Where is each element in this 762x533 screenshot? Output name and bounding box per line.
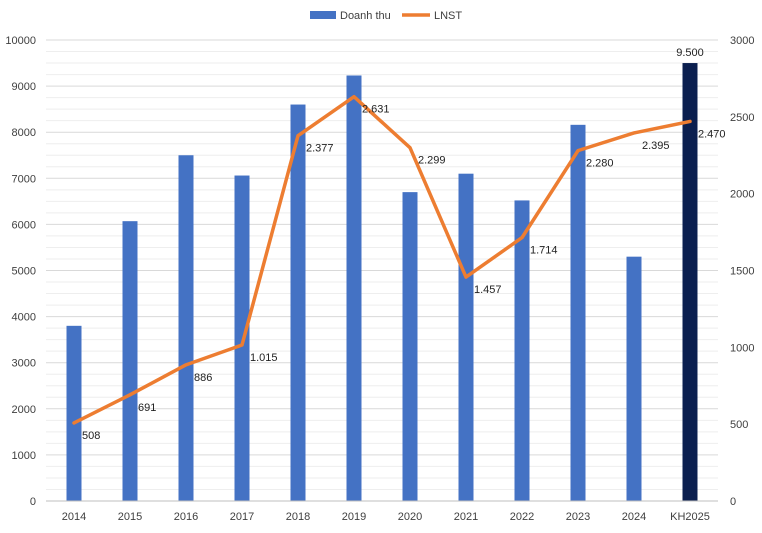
bar-doanh-thu bbox=[290, 104, 306, 501]
y-left-tick-label: 0 bbox=[30, 496, 36, 508]
y-right-tick-label: 3000 bbox=[730, 35, 754, 47]
y-left-tick-label: 2000 bbox=[12, 404, 36, 416]
x-tick-label: 2020 bbox=[398, 511, 422, 523]
line-data-label: 691 bbox=[138, 402, 156, 414]
line-data-label: 2.631 bbox=[362, 104, 390, 116]
line-point bbox=[296, 134, 300, 138]
x-tick-label: 2018 bbox=[286, 511, 310, 523]
line-point bbox=[352, 95, 356, 99]
bar-doanh-thu bbox=[402, 192, 418, 501]
x-tick-label: 2024 bbox=[622, 511, 646, 523]
y-right-tick-label: 1500 bbox=[730, 266, 754, 278]
y-right-tick-label: 2000 bbox=[730, 189, 754, 201]
line-point bbox=[240, 343, 244, 347]
line-lnst bbox=[72, 94, 692, 425]
bar-doanh-thu bbox=[682, 63, 698, 502]
line-data-label: 1.714 bbox=[530, 245, 558, 257]
x-tick-label: 2017 bbox=[230, 511, 254, 523]
y-right-tick-label: 0 bbox=[730, 496, 736, 508]
y-left-tick-label: 6000 bbox=[12, 219, 36, 231]
bar-doanh-thu bbox=[514, 200, 530, 502]
line-data-label: 508 bbox=[82, 430, 100, 442]
y-right-tick-label: 2500 bbox=[730, 112, 754, 124]
line-data-label: 2.299 bbox=[418, 155, 446, 167]
line-data-label: 2.395 bbox=[642, 140, 670, 152]
line-data-label: 886 bbox=[194, 372, 212, 384]
bar-doanh-thu bbox=[570, 124, 586, 501]
y-left-tick-label: 3000 bbox=[12, 358, 36, 370]
y-left-tick-label: 10000 bbox=[5, 35, 36, 47]
y-left-tick-label: 9000 bbox=[12, 81, 36, 93]
line-data-label: 1.457 bbox=[474, 284, 502, 296]
line-point bbox=[184, 363, 188, 367]
line-data-label: 2.470 bbox=[698, 128, 726, 140]
legend-label-doanh-thu: Doanh thu bbox=[340, 10, 391, 22]
bar-doanh-thu bbox=[626, 256, 642, 501]
legend-swatch-doanh-thu bbox=[310, 11, 336, 19]
line-point bbox=[576, 149, 580, 153]
y-left-tick-label: 8000 bbox=[12, 127, 36, 139]
line-data-label: 2.377 bbox=[306, 143, 334, 155]
bar-doanh-thu bbox=[66, 325, 82, 501]
x-tick-label: 2021 bbox=[454, 511, 478, 523]
x-tick-label: KH2025 bbox=[670, 511, 710, 523]
bar-doanh-thu bbox=[178, 155, 194, 501]
x-tick-label: 2019 bbox=[342, 511, 366, 523]
bar-doanh-thu bbox=[122, 221, 138, 501]
line-point bbox=[72, 421, 76, 425]
line-point bbox=[688, 119, 692, 123]
line-point bbox=[632, 131, 636, 135]
y-left-tick-label: 4000 bbox=[12, 312, 36, 324]
x-tick-label: 2023 bbox=[566, 511, 590, 523]
y-right-tick-label: 500 bbox=[730, 419, 748, 431]
line-point bbox=[408, 146, 412, 150]
bar-data-label: 9.500 bbox=[676, 47, 704, 59]
y-left-tick-label: 7000 bbox=[12, 173, 36, 185]
line-data-label: 1.015 bbox=[250, 352, 278, 364]
line-point bbox=[520, 236, 524, 240]
y-left-tick-label: 5000 bbox=[12, 266, 36, 278]
line-data-label: 2.280 bbox=[586, 158, 614, 170]
line-point bbox=[128, 393, 132, 397]
legend-label-lnst: LNST bbox=[434, 10, 462, 22]
bar-doanh-thu bbox=[346, 75, 362, 501]
x-tick-label: 2015 bbox=[118, 511, 142, 523]
line-point bbox=[464, 275, 468, 279]
x-tick-label: 2022 bbox=[510, 511, 534, 523]
y-left-tick-label: 1000 bbox=[12, 450, 36, 462]
bar-doanh-thu bbox=[458, 173, 474, 501]
x-tick-label: 2016 bbox=[174, 511, 198, 523]
y-right-tick-label: 1000 bbox=[730, 342, 754, 354]
x-tick-label: 2014 bbox=[62, 511, 86, 523]
